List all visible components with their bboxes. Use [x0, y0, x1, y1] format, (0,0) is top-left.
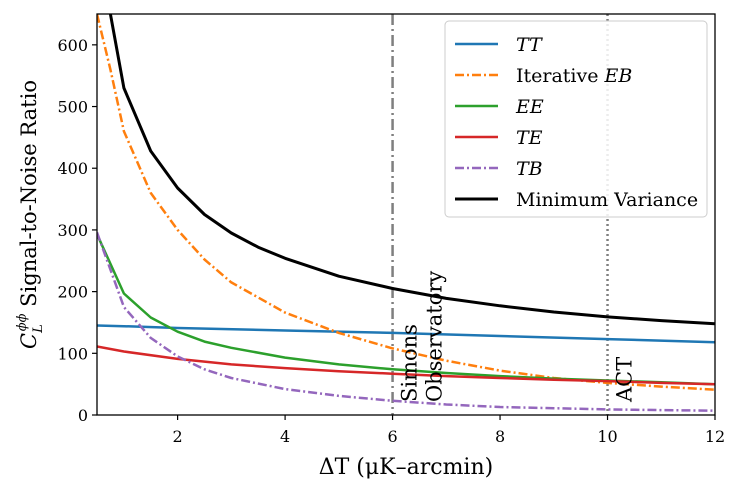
- y-tick-label: 200: [57, 283, 88, 302]
- x-tick-label: 4: [280, 427, 290, 446]
- legend-label-text: EE: [515, 96, 544, 118]
- vline-label-simons: Simons: [398, 324, 422, 402]
- legend-label-iterative-eb: Iterative EB: [516, 65, 632, 87]
- plot-frame: [96, 13, 716, 416]
- legend-label-te: TE: [516, 127, 543, 149]
- legend-label-prefix: Iterative: [516, 65, 605, 87]
- y-tick-label: 100: [57, 344, 88, 363]
- series-line-te: [97, 345, 715, 386]
- legend-box: [444, 20, 708, 218]
- y-tick-label: 0: [78, 406, 88, 425]
- y-tick-label: 500: [57, 98, 88, 117]
- x-axis-label: ΔT (μK–arcmin): [319, 455, 493, 480]
- y-axis-label-superscript: ϕϕ: [15, 313, 30, 331]
- x-tick-label: 8: [495, 427, 505, 446]
- legend-label-ee: EE: [515, 96, 544, 118]
- y-axis-label-symbol: C: [17, 333, 41, 349]
- x-tick-label: 6: [387, 427, 397, 446]
- vline-label-act: ACT: [613, 357, 637, 403]
- series-line-minimum-variance: [108, 14, 715, 326]
- y-tick-label: 300: [57, 221, 88, 240]
- series-line-iterative-eb: [97, 14, 715, 391]
- vline-label-observatory: Observatory: [423, 271, 447, 402]
- legend-label-minimum-variance: Minimum Variance: [516, 189, 698, 211]
- y-axis-label: CLϕϕ Signal-to-Noise Ratio: [15, 80, 46, 349]
- x-tick-label: 10: [597, 427, 617, 446]
- y-tick-label: 400: [57, 159, 88, 178]
- y-tick-label: 600: [57, 36, 88, 55]
- series-line-tb: [97, 231, 715, 412]
- legend-label-tb: TB: [516, 158, 543, 180]
- y-axis-label-text: Signal-to-Noise Ratio: [17, 80, 41, 313]
- legend-label-text: TE: [516, 127, 543, 149]
- legend-label-text: TB: [516, 158, 543, 180]
- legend-label-italic: EB: [604, 65, 633, 87]
- legend-label-tt: TT: [516, 34, 543, 56]
- y-axis-label-subscript: L: [31, 324, 46, 334]
- x-tick-label: 2: [173, 427, 183, 446]
- legend-label-text: TT: [516, 34, 543, 56]
- legend-label-text: Minimum Variance: [516, 189, 698, 211]
- x-tick-label: 12: [705, 427, 725, 446]
